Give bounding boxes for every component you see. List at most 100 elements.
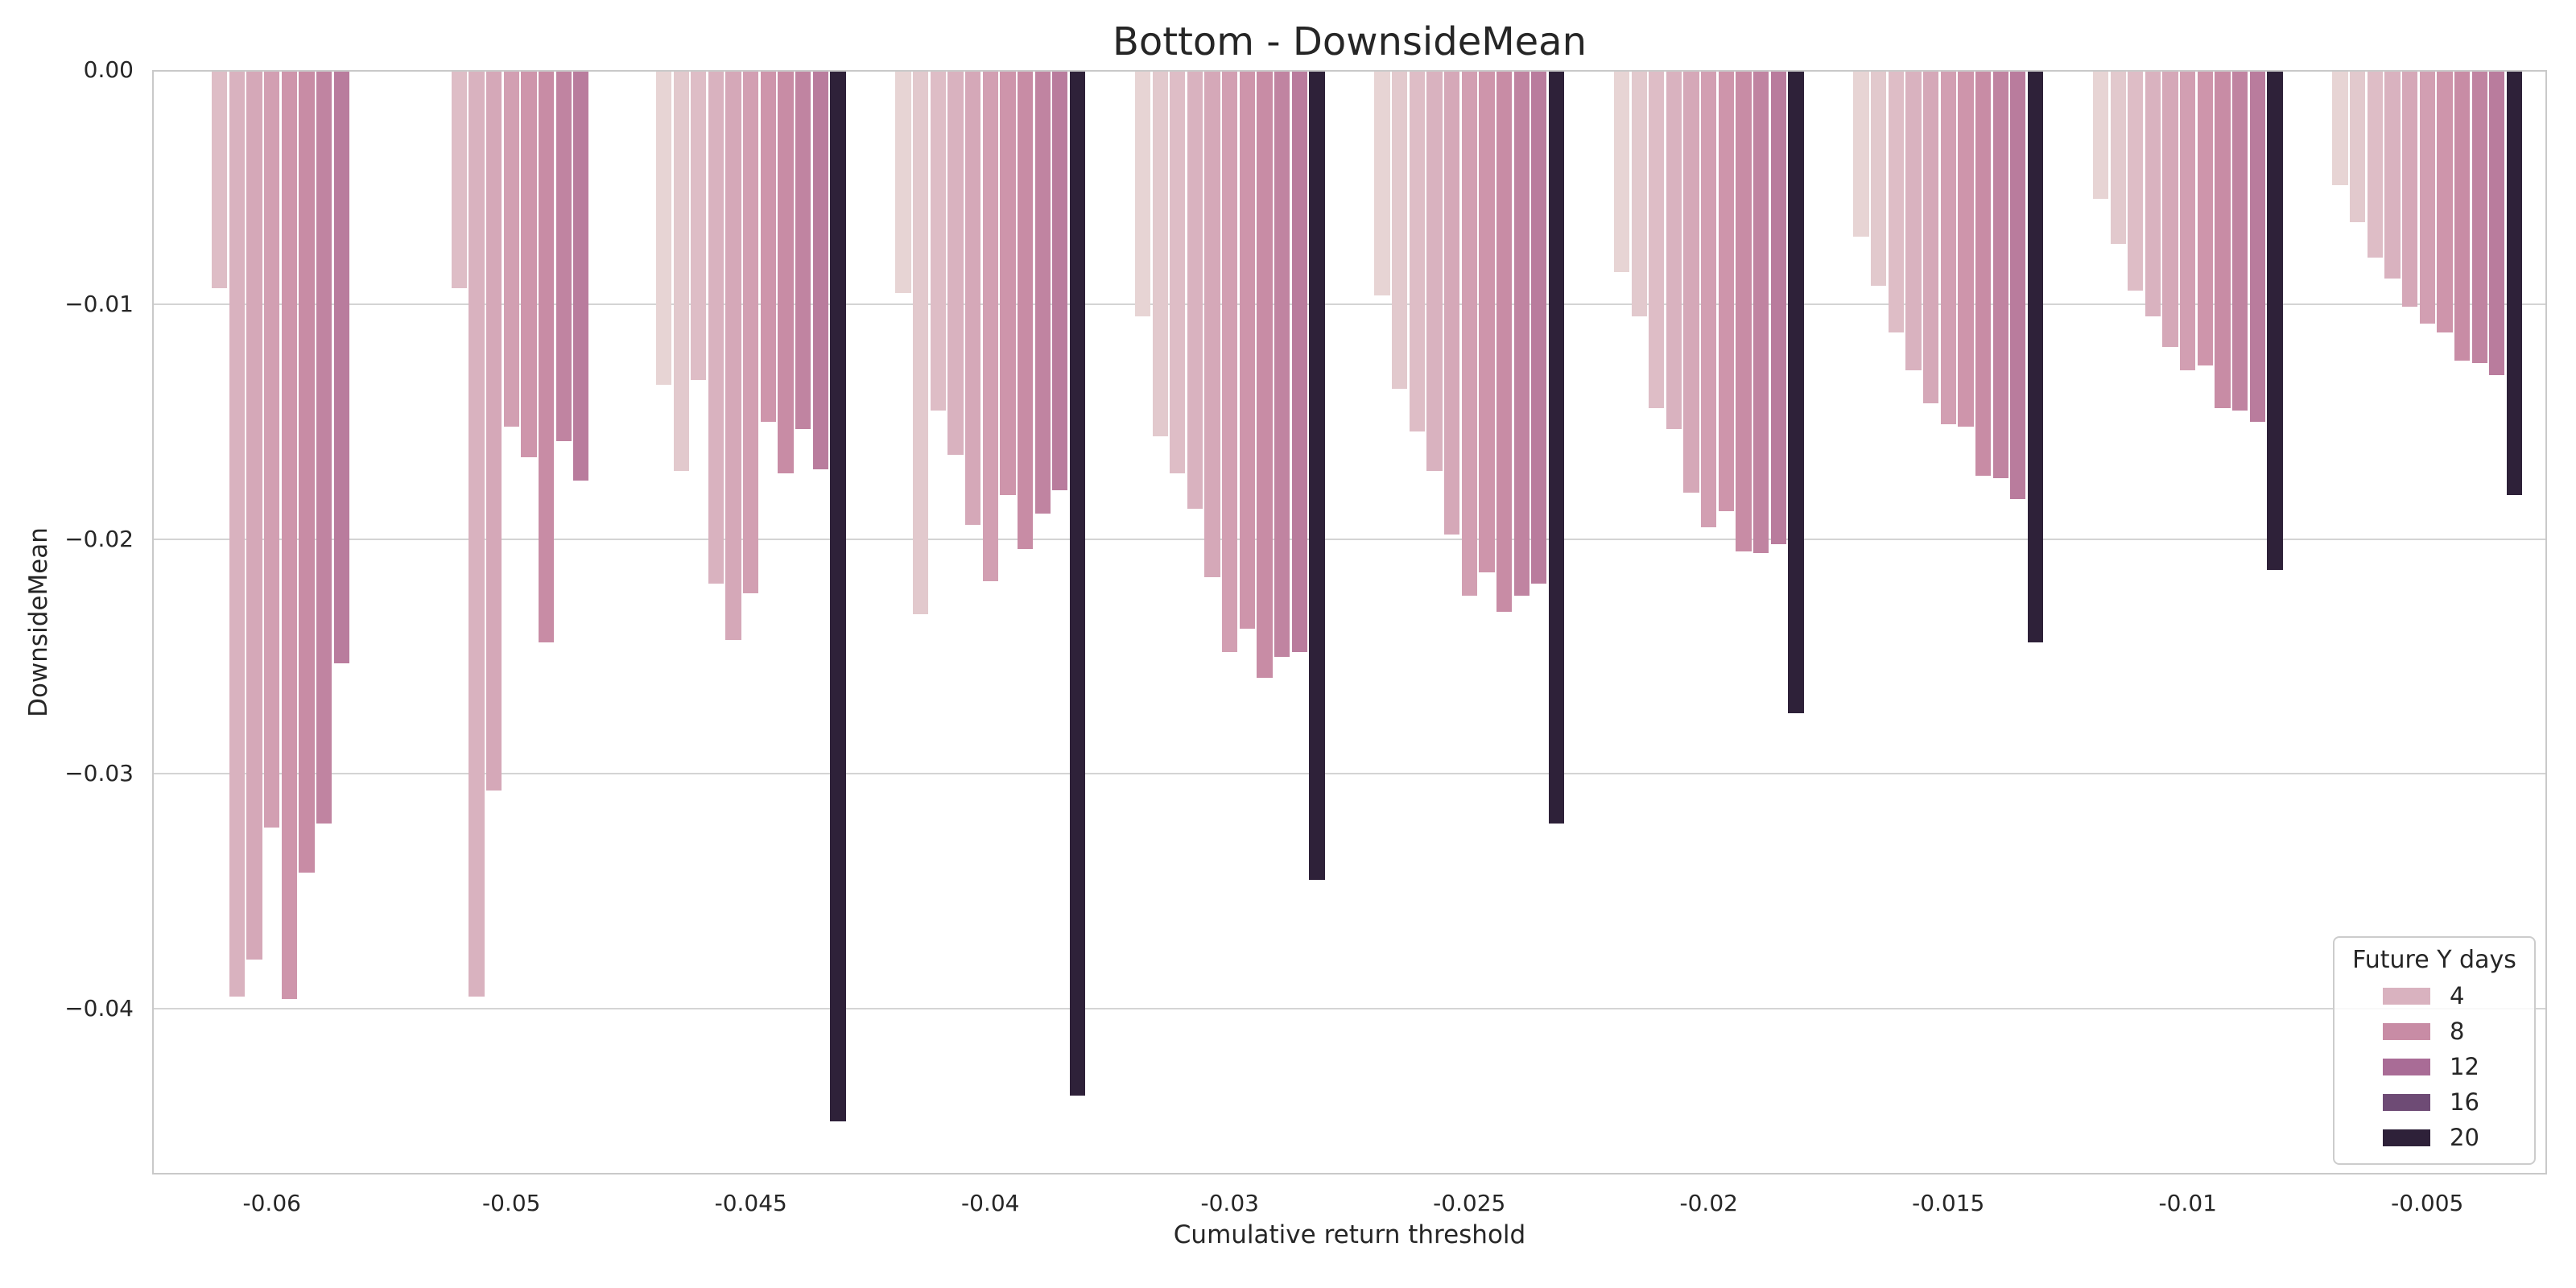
bar xyxy=(725,71,741,641)
bar xyxy=(469,71,485,997)
x-tick-label: -0.025 xyxy=(1433,1190,1506,1216)
bar xyxy=(2092,71,2109,200)
bar xyxy=(451,71,467,289)
bar xyxy=(1461,71,1477,596)
bar xyxy=(2419,71,2435,324)
bar xyxy=(2215,71,2231,408)
bar xyxy=(2332,71,2348,185)
bar xyxy=(673,71,689,472)
bar xyxy=(691,71,707,380)
bar xyxy=(760,71,776,423)
bar xyxy=(2454,71,2471,361)
bar xyxy=(2401,71,2418,308)
bar xyxy=(1052,71,1068,490)
bar xyxy=(229,71,246,997)
bar xyxy=(1000,71,1016,495)
bar xyxy=(2350,71,2366,223)
bar xyxy=(1770,71,1786,544)
bar xyxy=(1069,71,1086,1096)
legend-entry-label: 20 xyxy=(2450,1124,2479,1151)
bar xyxy=(1992,71,2008,479)
bar xyxy=(1975,71,1992,477)
bar xyxy=(1239,71,1255,629)
bar xyxy=(1531,71,1547,584)
legend-swatch-icon xyxy=(2383,1093,2430,1111)
bar xyxy=(708,71,724,584)
y-tick-label: −0.04 xyxy=(64,994,134,1022)
bar xyxy=(2471,71,2487,364)
bar xyxy=(1888,71,1904,333)
bar xyxy=(316,71,332,824)
bar xyxy=(573,71,589,481)
bar xyxy=(1374,71,1390,295)
gridline xyxy=(152,1007,2547,1009)
bar xyxy=(1034,71,1051,514)
legend-swatch-icon xyxy=(2383,1022,2430,1040)
bar xyxy=(1204,71,1220,577)
bar xyxy=(2180,71,2196,371)
bar xyxy=(1631,71,1647,317)
bar xyxy=(1479,71,1495,572)
bar xyxy=(743,71,759,593)
bar xyxy=(1222,71,1238,652)
y-tick-label: −0.03 xyxy=(64,760,134,787)
bar xyxy=(1017,71,1034,549)
legend-entry: 20 xyxy=(2334,1120,2534,1155)
y-tick-label: 0.00 xyxy=(83,56,134,83)
bar xyxy=(1274,71,1290,657)
bar xyxy=(1426,71,1443,472)
bar xyxy=(1922,71,1939,403)
bar xyxy=(538,71,555,643)
bar xyxy=(2110,71,2126,244)
bar xyxy=(1649,71,1665,408)
legend-title: Future Y days xyxy=(2352,946,2516,974)
x-axis-label: Cumulative return threshold xyxy=(1173,1220,1526,1249)
bar xyxy=(1958,71,1974,427)
bar xyxy=(212,71,228,289)
bar xyxy=(1788,71,1804,713)
bar xyxy=(333,71,349,664)
bar xyxy=(503,71,519,427)
bar xyxy=(964,71,981,526)
bar xyxy=(246,71,262,960)
bar xyxy=(1409,71,1425,431)
y-tick-label: −0.02 xyxy=(64,525,134,552)
bar xyxy=(555,71,572,441)
legend-entry-label: 4 xyxy=(2450,982,2465,1009)
bar xyxy=(812,71,828,469)
bar xyxy=(1871,71,1887,287)
bar xyxy=(2197,71,2213,366)
bar xyxy=(1443,71,1460,535)
bar xyxy=(1152,71,1168,436)
x-tick-label: -0.045 xyxy=(714,1190,787,1216)
bar xyxy=(2489,71,2505,375)
bar xyxy=(521,71,537,457)
bar xyxy=(1940,71,1956,425)
legend-entry: 4 xyxy=(2334,978,2534,1013)
bar xyxy=(2506,71,2523,495)
bar xyxy=(1548,71,1565,824)
bar xyxy=(1753,71,1769,554)
bar xyxy=(1513,71,1530,596)
bar xyxy=(778,71,794,474)
legend-entry: 16 xyxy=(2334,1084,2534,1120)
bar xyxy=(485,71,502,791)
bar xyxy=(2367,71,2383,258)
bar xyxy=(2384,71,2401,279)
bar xyxy=(1496,71,1513,613)
bar xyxy=(264,71,280,828)
bar xyxy=(2232,71,2248,411)
bar xyxy=(913,71,929,615)
x-tick-label: -0.02 xyxy=(1679,1190,1738,1216)
bar xyxy=(1134,71,1151,317)
bar xyxy=(795,71,811,429)
legend-entry: 8 xyxy=(2334,1013,2534,1049)
x-tick-label: -0.015 xyxy=(1912,1190,1985,1216)
gridline xyxy=(152,303,2547,306)
y-tick-label: −0.01 xyxy=(64,291,134,318)
bar xyxy=(2010,71,2026,500)
bar xyxy=(930,71,946,411)
legend-entry-label: 8 xyxy=(2450,1018,2465,1045)
bar xyxy=(1291,71,1307,652)
chart-title: Bottom - DownsideMean xyxy=(1112,19,1587,64)
